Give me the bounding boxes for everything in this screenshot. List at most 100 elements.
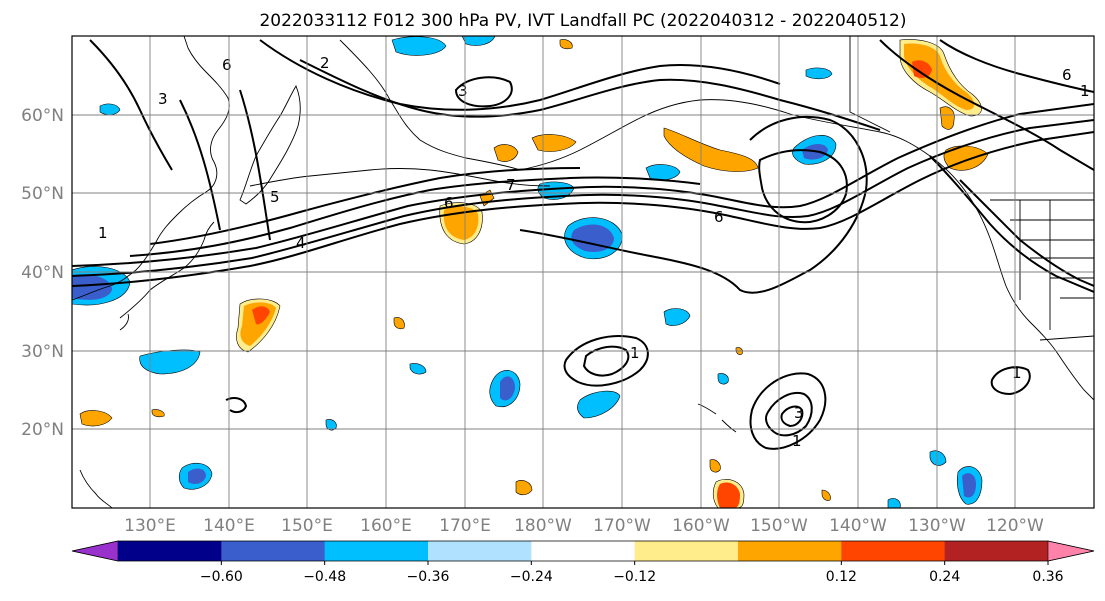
colorbar-tick-label: −0.48: [303, 569, 346, 585]
anomaly-blob: [493, 144, 519, 162]
colorbar-bin: [531, 541, 636, 561]
colorbar-tick-label: −0.24: [510, 569, 553, 585]
anomaly-blob: [571, 224, 614, 252]
anomaly-blob: [709, 459, 721, 473]
lon-label: 130°W: [908, 516, 966, 536]
contour-label: 5: [270, 188, 280, 206]
anomaly-blob: [663, 127, 759, 172]
colorbar-extend-low: [71, 540, 119, 562]
colorbar-tick-label: 0.36: [1032, 569, 1063, 585]
pv-contour: [454, 76, 513, 108]
colorbar-bin: [634, 541, 739, 561]
coastline-alaska: [339, 39, 967, 193]
anomaly-blob: [79, 410, 113, 427]
colorbar: −0.60−0.48−0.36−0.24−0.120.120.240.360.4…: [71, 540, 1095, 585]
pv-contour: [765, 392, 813, 437]
pv-contour: [879, 39, 1094, 171]
anomaly-blob: [887, 498, 901, 508]
colorbar-bin: [324, 541, 429, 561]
colorbar-extend-high: [1047, 540, 1095, 562]
anomaly-blob: [151, 409, 165, 418]
anomaly-blob: [139, 349, 201, 375]
anomaly-blob: [559, 39, 573, 50]
latitude-labels: 60°N 50°N 40°N 30°N 20°N: [21, 106, 64, 440]
pv-contour: [149, 167, 581, 245]
contour-label: 1: [630, 344, 640, 362]
colorbar-bin: [841, 541, 946, 561]
anomaly-blob: [393, 317, 405, 330]
contour-label: 3: [458, 82, 468, 100]
pv-contour: [72, 119, 1094, 277]
graticule: [72, 36, 1094, 508]
contour-label: 4: [296, 234, 306, 252]
us-mexico-border: [1039, 335, 1094, 341]
anomaly-blob: [717, 373, 729, 385]
contour-label: 6: [222, 56, 232, 74]
colorbar-tick-label: −0.12: [613, 569, 656, 585]
lat-label: 50°N: [21, 184, 64, 204]
pv-contour: [990, 366, 1031, 396]
coastline-hawaii: [697, 403, 737, 433]
figure-title: 2022033112 F012 300 hPa PV, IVT Landfall…: [259, 11, 906, 31]
lon-label: 140°E: [203, 516, 255, 536]
anomaly-blob: [805, 67, 833, 80]
anomaly-blob: [515, 480, 533, 496]
coastline-philippines: [79, 469, 113, 508]
pv-contour: [72, 131, 1094, 287]
contour-label: 6: [444, 194, 454, 212]
pv-contour: [749, 372, 827, 450]
anomaly-blob: [962, 473, 976, 498]
anomaly-blob: [409, 363, 427, 375]
state-lines: [1010, 200, 1094, 330]
anomaly-blob: [188, 468, 206, 484]
colorbar-bin: [428, 541, 532, 561]
colorbar-bin: [738, 541, 842, 561]
lon-label: 160°W: [672, 516, 730, 536]
anomaly-blob: [717, 482, 740, 508]
alaska-canada-border: [849, 36, 891, 133]
anomaly-blob: [577, 390, 621, 419]
colorbar-bins: [71, 540, 1095, 562]
coastline-asia: [72, 36, 230, 301]
contour-label: 1: [98, 224, 108, 242]
contour-label: 1: [792, 432, 802, 450]
anomaly-blob: [325, 419, 337, 431]
lat-label: 40°N: [21, 263, 64, 283]
colorbar-bin: [944, 541, 1049, 561]
coastline-north-america: [965, 191, 1094, 401]
pv-contour: [179, 89, 271, 241]
anomaly-blob: [99, 103, 121, 116]
pv-contour: [758, 149, 848, 224]
pv-contour: [72, 103, 1094, 267]
pv-contour: [959, 179, 1094, 287]
contour-labels: 6 2 3 1 7 5 4 6 3 1 1 3 1 6 1 6: [98, 54, 1090, 450]
colorbar-outline: [71, 540, 1095, 562]
anomaly-blob: [663, 308, 691, 326]
colorbar-bin: [118, 541, 222, 561]
pv-contour: [929, 155, 1094, 293]
lat-label: 60°N: [21, 106, 64, 126]
coastline-aleutians: [249, 168, 551, 187]
anomaly-blob: [821, 489, 831, 501]
colorbar-tick-label: −0.36: [407, 569, 450, 585]
colorbar-ticks: −0.60−0.48−0.36−0.24−0.120.120.240.360.4…: [200, 561, 1064, 585]
contour-label: 2: [320, 54, 330, 72]
map-frame: [71, 35, 1095, 509]
anomaly-blob: [391, 36, 447, 56]
pv-contour: [259, 39, 781, 111]
contour-label: 6: [1062, 66, 1072, 84]
lat-label: 20°N: [21, 420, 64, 440]
pv-contour: [582, 345, 630, 377]
pv-contour: [939, 39, 1094, 93]
lon-label: 170°W: [593, 516, 651, 536]
lon-label: 150°E: [281, 516, 333, 536]
lon-label: 140°W: [829, 516, 887, 536]
contour-label: 1: [1080, 82, 1090, 100]
lat-label: 30°N: [21, 342, 64, 362]
anomaly-blob: [72, 274, 112, 300]
map-panel: 6 2 3 1 7 5 4 6 3 1 1 3 1 6 1 6: [71, 35, 1095, 509]
pv-contour: [563, 335, 649, 387]
pv-contours: [72, 39, 1094, 450]
contour-label: 1: [1012, 364, 1022, 382]
